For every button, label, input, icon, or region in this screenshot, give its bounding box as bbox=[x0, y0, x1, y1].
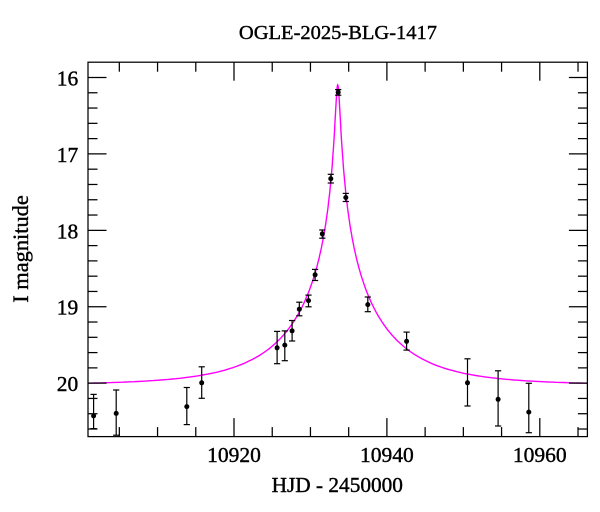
svg-text:10960: 10960 bbox=[513, 443, 567, 467]
svg-text:I magnitude: I magnitude bbox=[8, 195, 33, 303]
svg-text:OGLE-2025-BLG-1417: OGLE-2025-BLG-1417 bbox=[239, 22, 437, 44]
svg-text:HJD - 2450000: HJD - 2450000 bbox=[272, 473, 403, 497]
svg-text:19: 19 bbox=[57, 296, 79, 320]
svg-text:17: 17 bbox=[57, 143, 79, 167]
svg-text:10920: 10920 bbox=[207, 443, 261, 467]
svg-text:20: 20 bbox=[57, 372, 79, 396]
svg-text:18: 18 bbox=[57, 219, 79, 243]
svg-text:10940: 10940 bbox=[360, 443, 414, 467]
svg-text:16: 16 bbox=[57, 67, 79, 91]
